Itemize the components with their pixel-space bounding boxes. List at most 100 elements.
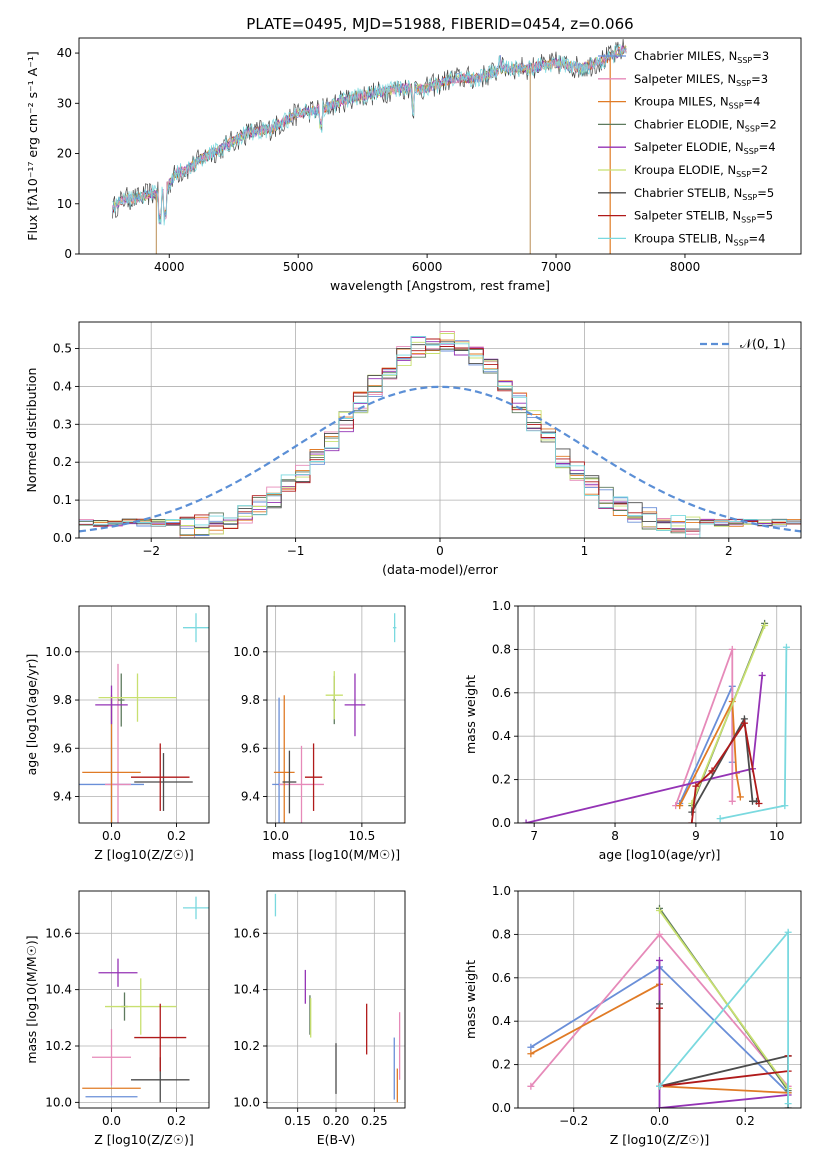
data-point [118,673,125,727]
z-vs-age-plot-area [79,613,209,823]
data-point [98,958,138,987]
y-tick-label: 10.2 [45,1039,72,1053]
spectrum-legend: Chabrier MILES, NSSP=3 Salpeter MILES, NS… [598,49,777,247]
y-tick-label: 10.0 [45,645,72,659]
x-tick-label: 9 [692,829,700,843]
y-tick-label: 0.3 [53,417,72,431]
residuals-plot-area [79,331,801,538]
weight-marker [656,1004,663,1012]
x-tick-label: −1 [287,544,305,558]
spectrum-series-line [112,44,627,222]
weight-marker [676,802,684,810]
data-point [183,613,209,643]
y-tick-label: 10.4 [233,983,260,997]
x-tick-label: 6000 [412,260,443,274]
data-point [279,745,324,823]
z-vs-weight-ylabel: mass weight [463,960,478,1039]
x-tick-label: 8000 [670,260,701,274]
x-tick-label: 0.2 [736,1114,755,1128]
y-tick-label: 9.8 [241,693,260,707]
spectrum-series-line [112,45,627,225]
z-vs-mass-panel [79,891,209,1108]
spectrum-series-line [112,46,627,222]
x-tick-label: 5000 [283,260,314,274]
data-point [344,673,366,737]
spectrum-frame [78,37,802,255]
y-tick-label: 0.0 [53,531,72,545]
x-tick-label: 10 [769,829,784,843]
z-vs-weight-axes: −0.2 0.0 0.2 0.0 0.2 0.4 0.6 0.8 1.0 Z [log10(Z/Z… [463,884,802,1147]
spectrum-series-line [112,47,627,219]
residuals-axes: −2 −1 0 1 2 0.0 0.1 0.2 0.3 0.4 0.5 (data-model)/er… [24,321,802,577]
z-vs-age-panel [79,606,209,823]
x-tick-label: 0.15 [284,1114,311,1128]
age-vs-weight-plot-area [522,619,790,823]
ebv-plot-area [274,893,401,1103]
weight-marker [527,1082,535,1090]
weight-marker [728,797,736,805]
x-tick-label: 0.0 [650,1114,669,1128]
x-tick-label: 4000 [154,260,185,274]
weight-marker [656,1082,663,1090]
z-vs-mass-frame [78,890,210,1109]
y-tick-label: 0.5 [53,342,72,356]
ebv-axes: 0.15 0.20 0.25 10.0 10.2 10.4 10.6 E(B-V) [233,890,406,1147]
y-tick-label: 0 [64,247,72,261]
y-tick-label: 1.0 [492,884,511,898]
y-tick-label: 30 [57,96,72,110]
legend-label: Chabrier MILES, NSSP=3 [634,49,769,65]
y-tick-label: 0.4 [492,729,511,743]
y-tick-label: 10.0 [233,1095,260,1109]
data-point [134,753,193,811]
y-tick-label: 0.8 [492,642,511,656]
weight-marker [781,802,789,810]
residuals-xlabel: (data-model)/error [382,562,499,577]
residuals-ylabel: Normed distribution [24,368,39,493]
data-point [92,1029,131,1086]
spectrum-panel [112,38,627,254]
data-point [304,743,323,811]
x-tick-label: 0.2 [167,1114,186,1128]
spectrum-xlabel: wavelength [Angstrom, rest frame] [330,278,550,293]
data-point [95,685,128,725]
z-vs-weight-xlabel: Z [log10(Z/Z☉)] [610,1132,710,1147]
z-vs-weight-panel [518,890,801,1109]
x-tick-label: 0.0 [102,829,121,843]
weight-marker [656,1104,663,1108]
y-tick-label: 40 [57,46,72,60]
figure-title: PLATE=0495, MJD=51988, FIBERID=0454, z=0… [246,15,633,33]
data-point [105,978,177,1035]
y-tick-label: 9.8 [53,693,72,707]
spectrum-axes: 4000 5000 6000 7000 8000 0 10 20 30 40 wavelength … [25,37,802,293]
z-vs-mass-axes: 0.0 0.2 10.0 10.2 10.4 10.6 Z [log10(Z/Z☉)] mas… [24,890,210,1147]
age-vs-weight-frame [517,605,802,824]
weight-marker [782,643,790,651]
age-vs-weight-xlabel: age [log10(age/yr)] [599,847,721,862]
data-point [134,1003,187,1072]
legend-label: Salpeter STELIB, NSSP=5 [634,209,773,225]
spectrum-ylabel: Flux [fλ10⁻¹⁷ erg cm⁻² s⁻¹ A⁻¹] [25,51,40,240]
y-tick-label: 10 [57,197,72,211]
x-tick-label: 0.0 [102,1114,121,1128]
weight-series-line [658,960,789,1108]
data-point [105,663,131,823]
z-vs-age-ylabel: age [log10(age/yr)] [24,654,39,776]
weight-marker [527,1050,535,1058]
z-vs-age-axes: 0.0 0.2 9.4 9.6 9.8 10.0 Z [log10(Z/Z☉)] age [l… [24,605,210,862]
y-tick-label: 0.2 [53,455,72,469]
residuals-panel [79,322,801,539]
y-tick-label: 10.6 [45,926,72,940]
weight-marker [755,799,763,807]
ebv-xlabel: E(B-V) [317,1132,356,1147]
weight-marker [761,622,769,630]
y-tick-label: 20 [57,147,72,161]
mass-vs-age-xlabel: mass [log10(M/M☉)] [272,847,400,862]
data-point [282,750,297,814]
legend-label: Chabrier STELIB, NSSP=5 [634,186,774,202]
spectrum-series-line [112,44,627,226]
legend-label: Kroupa STELIB, NSSP=4 [634,231,765,247]
x-tick-label: 2 [725,544,733,558]
x-tick-label: −0.2 [559,1114,588,1128]
mass-vs-age-frame [266,605,406,824]
